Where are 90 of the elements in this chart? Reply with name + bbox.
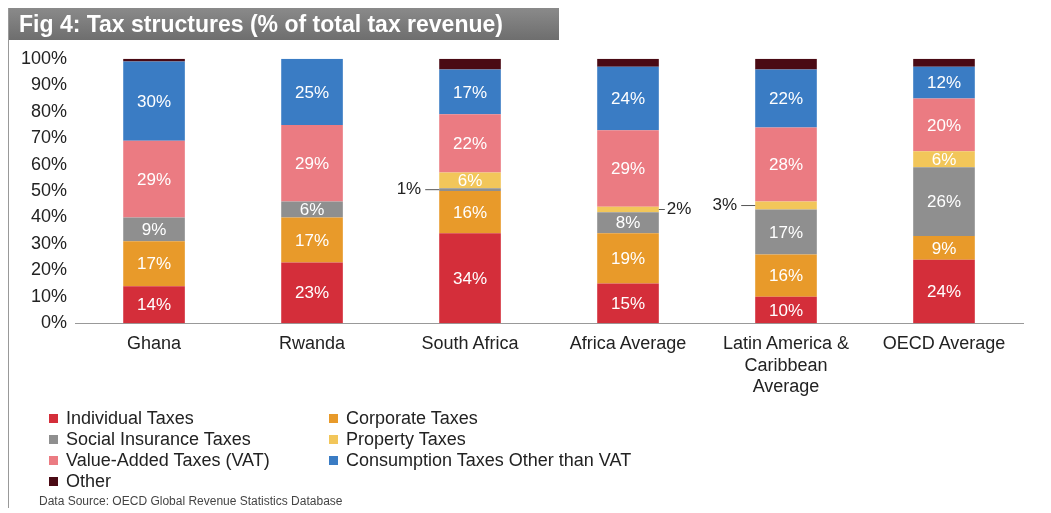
bar: [597, 206, 659, 213]
data-label: 19%: [611, 249, 646, 269]
bar: [755, 201, 817, 210]
bar: [281, 217, 343, 263]
x-tick-label: South Africa: [421, 332, 520, 353]
y-tick-label: 0%: [41, 312, 68, 333]
x-tick-label: Africa Average: [569, 332, 687, 353]
x-tick-label: Ghana: [127, 332, 183, 353]
data-label: 17%: [295, 230, 330, 250]
chart-title: Fig 4: Tax structures (% of total tax revenue): [9, 8, 559, 40]
data-label: 24%: [611, 89, 646, 109]
bar: [913, 58, 975, 67]
bar: [439, 58, 501, 70]
bar: [281, 262, 343, 324]
data-label: 6%: [299, 200, 325, 220]
data-label: 15%: [611, 294, 646, 314]
bar: [755, 209, 817, 255]
data-label: 2%: [666, 199, 692, 219]
bar: [755, 58, 817, 70]
bar: [439, 69, 501, 115]
data-label: 17%: [768, 222, 804, 242]
legend-label: Property Taxes: [346, 429, 466, 450]
data-label: 16%: [453, 202, 488, 222]
data-label: 34%: [453, 268, 488, 288]
data-label: 10%: [768, 300, 804, 320]
data-label: 26%: [926, 192, 962, 212]
data-label: 9%: [141, 220, 167, 240]
bar: [913, 98, 975, 152]
data-label: 22%: [453, 134, 488, 154]
data-label: 6%: [457, 171, 483, 191]
legend-label: Individual Taxes: [66, 408, 194, 429]
bar: [439, 188, 501, 191]
y-tick-label: 10%: [31, 285, 68, 306]
x-tick-label: Rwanda: [279, 332, 347, 353]
data-label: 28%: [768, 155, 804, 175]
bar: [597, 283, 659, 324]
data-label: 29%: [611, 159, 646, 179]
x-tick-label: Latin America & Caribbean Average: [722, 332, 850, 397]
legend-label: Corporate Taxes: [346, 408, 478, 429]
legend-label: Consumption Taxes Other than VAT: [346, 450, 632, 471]
data-label: 6%: [931, 149, 957, 169]
data-label: 8%: [615, 213, 641, 233]
bar: [123, 61, 185, 141]
bar: [913, 167, 975, 236]
data-label: 17%: [137, 254, 172, 274]
legend-label: Other: [66, 471, 112, 492]
data-label: 22%: [768, 89, 804, 109]
bar: [755, 254, 817, 297]
y-tick-label: 70%: [31, 127, 68, 148]
data-label: 30%: [137, 91, 172, 111]
bar: [281, 124, 343, 202]
y-tick-label: 50%: [31, 179, 68, 200]
bar: [597, 66, 659, 131]
data-label: 14%: [137, 295, 172, 315]
bar: [439, 114, 501, 173]
data-label: 16%: [768, 266, 804, 286]
bar: [281, 58, 343, 125]
y-tick-label: 30%: [31, 232, 68, 253]
bar: [439, 233, 501, 324]
bar: [597, 58, 659, 67]
bar: [123, 241, 185, 287]
bar: [913, 259, 975, 324]
data-label: 29%: [295, 153, 330, 173]
data-label: 20%: [926, 115, 962, 135]
bar: [755, 69, 817, 128]
bar: [755, 127, 817, 202]
data-label: 29%: [137, 169, 172, 189]
data-label: 3%: [712, 195, 738, 215]
data-label: 23%: [295, 283, 330, 303]
y-tick-label: 80%: [31, 100, 68, 121]
x-tick-label: OECD Average: [882, 332, 1006, 353]
y-tick-label: 20%: [31, 259, 68, 280]
y-tick-label: 60%: [31, 153, 68, 174]
data-label: 24%: [926, 282, 962, 302]
bar: [597, 130, 659, 207]
y-tick-label: 40%: [31, 206, 68, 227]
legend-label: Social Insurance Taxes: [66, 429, 251, 450]
data-label: 17%: [453, 82, 488, 102]
bar: [123, 286, 185, 324]
bar: [439, 191, 501, 234]
y-tick-label: 90%: [31, 74, 68, 95]
data-label: 12%: [926, 73, 962, 93]
data-label: 9%: [931, 238, 957, 258]
legend-label: Value-Added Taxes (VAT): [66, 450, 270, 471]
source-note: Data Source: OECD Global Revenue Statistics Database: [38, 494, 344, 508]
bar: [123, 140, 185, 218]
data-label: 25%: [295, 82, 330, 102]
y-tick-label: 100%: [20, 47, 68, 68]
bar: [597, 233, 659, 284]
data-label: 1%: [396, 179, 422, 199]
